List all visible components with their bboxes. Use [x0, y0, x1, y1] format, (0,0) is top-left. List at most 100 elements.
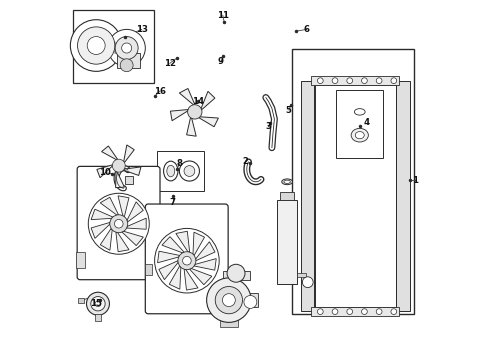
Text: 12: 12	[164, 59, 176, 68]
Polygon shape	[100, 229, 112, 250]
Circle shape	[215, 287, 243, 314]
Text: 4: 4	[364, 118, 370, 127]
Polygon shape	[187, 118, 196, 136]
Bar	[73, 10, 153, 83]
Text: 16: 16	[154, 86, 166, 95]
Ellipse shape	[164, 161, 178, 181]
Polygon shape	[116, 232, 129, 252]
Circle shape	[71, 20, 122, 71]
Text: 13: 13	[136, 25, 147, 34]
Circle shape	[222, 294, 235, 307]
Circle shape	[244, 296, 257, 309]
Circle shape	[391, 309, 397, 315]
FancyBboxPatch shape	[77, 166, 160, 280]
Bar	[297, 273, 306, 277]
Bar	[243, 293, 258, 307]
Circle shape	[108, 30, 146, 67]
Polygon shape	[171, 109, 188, 121]
Bar	[157, 151, 204, 191]
Ellipse shape	[354, 109, 365, 115]
Ellipse shape	[167, 165, 175, 177]
Polygon shape	[162, 237, 184, 253]
Polygon shape	[122, 231, 144, 246]
Circle shape	[155, 228, 219, 293]
Circle shape	[110, 215, 128, 233]
Polygon shape	[116, 171, 124, 188]
Bar	[76, 252, 85, 268]
Polygon shape	[123, 145, 134, 163]
Bar	[300, 81, 314, 311]
Polygon shape	[196, 242, 215, 261]
Ellipse shape	[282, 179, 293, 185]
Bar	[95, 314, 101, 321]
Polygon shape	[159, 261, 178, 280]
Circle shape	[318, 309, 323, 315]
Circle shape	[95, 301, 101, 307]
FancyBboxPatch shape	[146, 204, 228, 314]
Circle shape	[332, 78, 338, 84]
Circle shape	[391, 78, 397, 84]
Polygon shape	[179, 89, 195, 105]
Circle shape	[376, 78, 382, 84]
Polygon shape	[184, 269, 198, 290]
Circle shape	[188, 105, 202, 119]
Circle shape	[183, 256, 191, 265]
Bar	[315, 85, 395, 307]
Bar	[337, 90, 383, 158]
Text: 5: 5	[286, 105, 292, 114]
Ellipse shape	[355, 132, 364, 139]
Polygon shape	[91, 209, 113, 220]
Text: 3: 3	[265, 122, 271, 131]
Circle shape	[91, 297, 105, 311]
Bar	[311, 307, 399, 316]
Circle shape	[227, 264, 245, 282]
Bar	[311, 76, 399, 85]
Polygon shape	[100, 197, 119, 215]
Polygon shape	[158, 251, 180, 263]
Circle shape	[115, 37, 138, 59]
Polygon shape	[190, 269, 212, 285]
Text: 15: 15	[90, 299, 102, 308]
Bar	[146, 264, 152, 275]
Circle shape	[77, 27, 115, 64]
Bar	[396, 81, 410, 311]
Circle shape	[87, 37, 105, 54]
Text: 11: 11	[217, 10, 229, 19]
Bar	[78, 298, 84, 303]
Polygon shape	[169, 266, 181, 289]
Text: 6: 6	[304, 25, 310, 34]
Circle shape	[362, 78, 368, 84]
Polygon shape	[127, 202, 143, 222]
Circle shape	[347, 309, 353, 315]
Polygon shape	[193, 232, 204, 255]
Polygon shape	[126, 218, 146, 229]
Circle shape	[120, 59, 133, 72]
Circle shape	[179, 161, 199, 181]
Polygon shape	[91, 222, 110, 238]
Text: 14: 14	[192, 96, 204, 105]
Circle shape	[112, 159, 125, 172]
Circle shape	[87, 292, 109, 315]
Polygon shape	[194, 258, 216, 270]
Circle shape	[376, 309, 382, 315]
Polygon shape	[97, 165, 112, 178]
Circle shape	[207, 278, 251, 322]
Polygon shape	[199, 117, 219, 127]
Circle shape	[184, 166, 195, 176]
Ellipse shape	[284, 180, 291, 183]
Ellipse shape	[351, 129, 368, 142]
Text: 7: 7	[170, 198, 175, 207]
Polygon shape	[123, 167, 141, 175]
Text: 1: 1	[413, 176, 418, 185]
Polygon shape	[118, 196, 129, 217]
Text: 2: 2	[243, 157, 249, 166]
Bar	[117, 53, 140, 68]
Circle shape	[115, 220, 123, 228]
Bar	[220, 316, 238, 327]
Circle shape	[318, 78, 323, 84]
Text: 10: 10	[99, 168, 111, 177]
Circle shape	[88, 193, 149, 254]
Bar	[292, 49, 414, 315]
Polygon shape	[101, 146, 118, 160]
Circle shape	[362, 309, 368, 315]
